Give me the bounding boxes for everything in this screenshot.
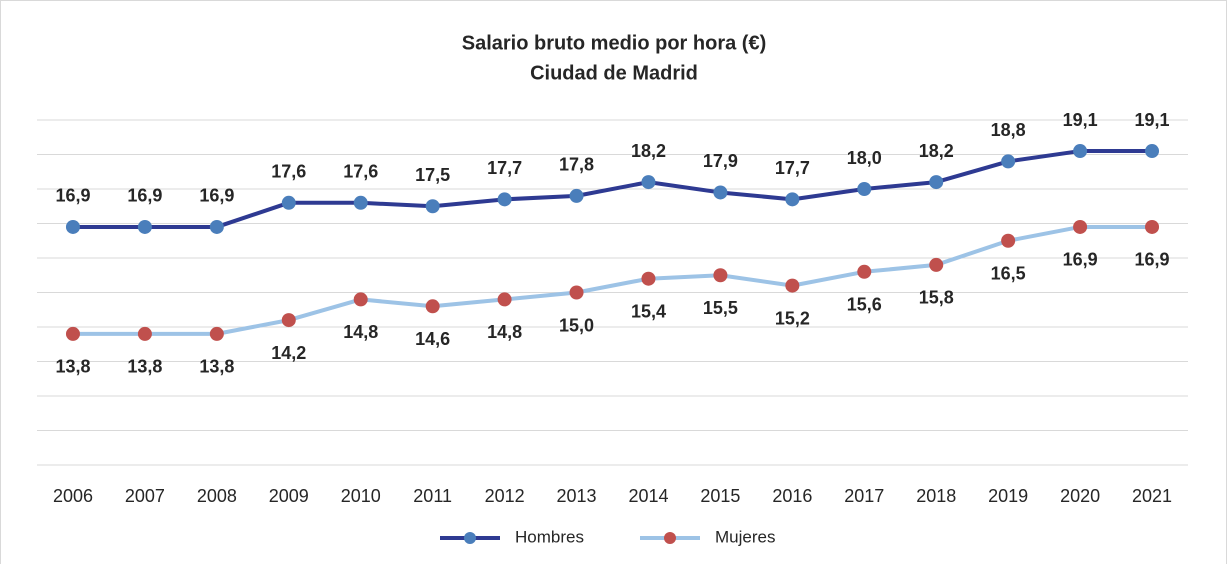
data-label: 18,8 — [991, 120, 1026, 140]
legend-label: Mujeres — [715, 527, 775, 546]
data-label: 14,2 — [271, 343, 306, 363]
data-label: 15,0 — [559, 315, 594, 335]
data-point — [137, 326, 152, 341]
data-point — [425, 199, 440, 214]
data-label: 16,9 — [1063, 250, 1098, 270]
data-label: 15,8 — [919, 288, 954, 308]
chart-title: Salario bruto medio por hora (€) — [462, 32, 766, 54]
x-tick-label: 2012 — [485, 486, 525, 506]
data-label: 15,6 — [847, 295, 882, 315]
data-point — [857, 264, 872, 279]
data-point — [1145, 219, 1160, 234]
data-point — [569, 285, 584, 300]
chart-subtitle: Ciudad de Madrid — [530, 62, 698, 84]
legend-marker — [664, 532, 676, 544]
data-point — [209, 219, 224, 234]
data-point — [281, 313, 296, 328]
data-point — [1001, 233, 1016, 248]
data-point — [641, 271, 656, 286]
x-tick-label: 2007 — [125, 486, 165, 506]
data-label: 17,6 — [271, 162, 306, 182]
data-point — [1001, 154, 1016, 169]
data-label: 17,7 — [775, 158, 810, 178]
data-label: 19,1 — [1135, 110, 1170, 130]
data-label: 16,9 — [127, 186, 162, 206]
data-label: 16,9 — [199, 186, 234, 206]
data-point — [353, 292, 368, 307]
data-label: 17,8 — [559, 155, 594, 175]
data-label: 16,5 — [991, 264, 1026, 284]
series-line — [72, 149, 1153, 229]
data-point — [785, 278, 800, 293]
x-tick-label: 2020 — [1060, 486, 1100, 506]
data-point — [1073, 144, 1088, 159]
data-label: 14,6 — [415, 329, 450, 349]
x-tick-label: 2017 — [844, 486, 884, 506]
data-point — [713, 185, 728, 200]
data-point — [785, 192, 800, 207]
x-tick-label: 2018 — [916, 486, 956, 506]
data-label: 17,9 — [703, 151, 738, 171]
legend-label: Hombres — [515, 527, 584, 546]
data-label: 19,1 — [1063, 110, 1098, 130]
data-point — [65, 326, 80, 341]
data-label: 13,8 — [55, 357, 90, 377]
data-point — [569, 188, 584, 203]
data-point — [281, 195, 296, 210]
data-label: 18,0 — [847, 148, 882, 168]
x-tick-label: 2014 — [628, 486, 668, 506]
data-point — [929, 257, 944, 272]
x-tick-label: 2015 — [700, 486, 740, 506]
data-point — [713, 268, 728, 283]
data-point — [1073, 219, 1088, 234]
data-point — [425, 299, 440, 314]
data-label: 17,6 — [343, 162, 378, 182]
data-point — [1145, 144, 1160, 159]
data-label: 15,4 — [631, 301, 666, 321]
legend-marker — [464, 532, 476, 544]
data-label: 13,8 — [199, 357, 234, 377]
data-label: 13,8 — [127, 357, 162, 377]
data-label: 14,8 — [343, 322, 378, 342]
data-label: 16,9 — [1135, 250, 1170, 270]
x-tick-label: 2013 — [557, 486, 597, 506]
data-point — [137, 219, 152, 234]
data-point — [353, 195, 368, 210]
data-point — [857, 182, 872, 196]
data-label: 15,2 — [775, 308, 810, 328]
series-line — [72, 224, 1153, 336]
data-point — [497, 292, 512, 307]
data-point — [641, 175, 656, 190]
x-tick-label: 2016 — [772, 486, 812, 506]
data-point — [209, 326, 224, 341]
x-tick-label: 2021 — [1132, 486, 1172, 506]
x-tick-label: 2011 — [413, 486, 452, 506]
data-label: 17,7 — [487, 158, 522, 178]
data-point — [65, 219, 80, 234]
x-tick-label: 2008 — [197, 486, 237, 506]
x-tick-label: 2009 — [269, 486, 309, 506]
data-point — [929, 175, 944, 190]
x-tick-label: 2019 — [988, 486, 1028, 506]
data-label: 18,2 — [631, 141, 666, 161]
data-label: 17,5 — [415, 165, 450, 185]
data-label: 18,2 — [919, 141, 954, 161]
data-label: 15,5 — [703, 298, 738, 318]
data-label: 14,8 — [487, 322, 522, 342]
x-tick-label: 2006 — [53, 486, 93, 506]
data-label: 16,9 — [55, 186, 90, 206]
x-tick-label: 2010 — [341, 486, 381, 506]
data-point — [497, 192, 512, 207]
